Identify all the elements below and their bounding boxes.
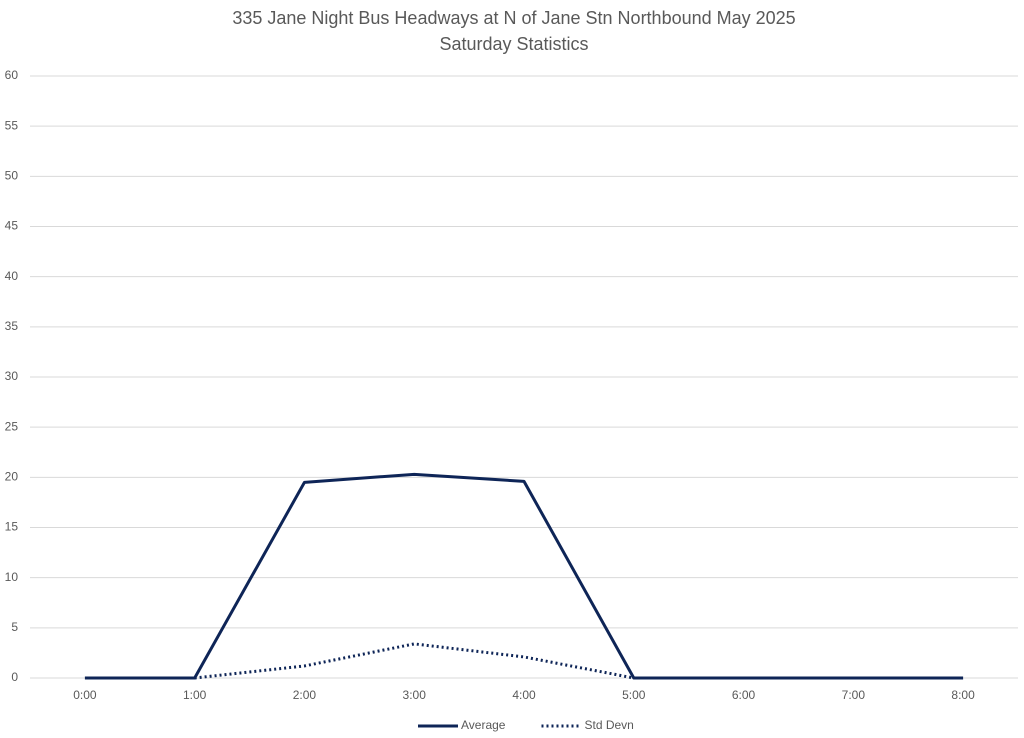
x-tick-label: 4:00	[512, 688, 536, 702]
x-tick-label: 6:00	[732, 688, 756, 702]
y-tick-label: 10	[5, 570, 19, 584]
x-tick-label: 0:00	[73, 688, 97, 702]
y-tick-label: 0	[11, 670, 18, 684]
chart-title: 335 Jane Night Bus Headways at N of Jane…	[232, 8, 795, 28]
y-tick-label: 15	[5, 520, 19, 534]
series-line	[194, 642, 635, 680]
y-tick-label: 20	[5, 470, 19, 484]
y-tick-label: 30	[5, 369, 19, 383]
x-tick-label: 7:00	[842, 688, 866, 702]
chart-subtitle: Saturday Statistics	[439, 34, 588, 54]
y-tick-label: 5	[11, 620, 18, 634]
legend-label: Average	[461, 718, 506, 732]
x-tick-label: 2:00	[293, 688, 317, 702]
legend-label: Std Devn	[584, 718, 633, 732]
x-tick-label: 8:00	[951, 688, 975, 702]
y-tick-label: 60	[5, 68, 19, 82]
x-tick-label: 3:00	[403, 688, 427, 702]
x-tick-label: 1:00	[183, 688, 207, 702]
y-tick-label: 35	[5, 319, 19, 333]
y-tick-label: 45	[5, 219, 19, 233]
y-tick-label: 50	[5, 169, 19, 183]
y-tick-label: 25	[5, 419, 19, 433]
x-tick-label: 5:00	[622, 688, 646, 702]
y-tick-label: 55	[5, 118, 19, 132]
y-tick-label: 40	[5, 269, 19, 283]
series-line	[84, 472, 964, 680]
